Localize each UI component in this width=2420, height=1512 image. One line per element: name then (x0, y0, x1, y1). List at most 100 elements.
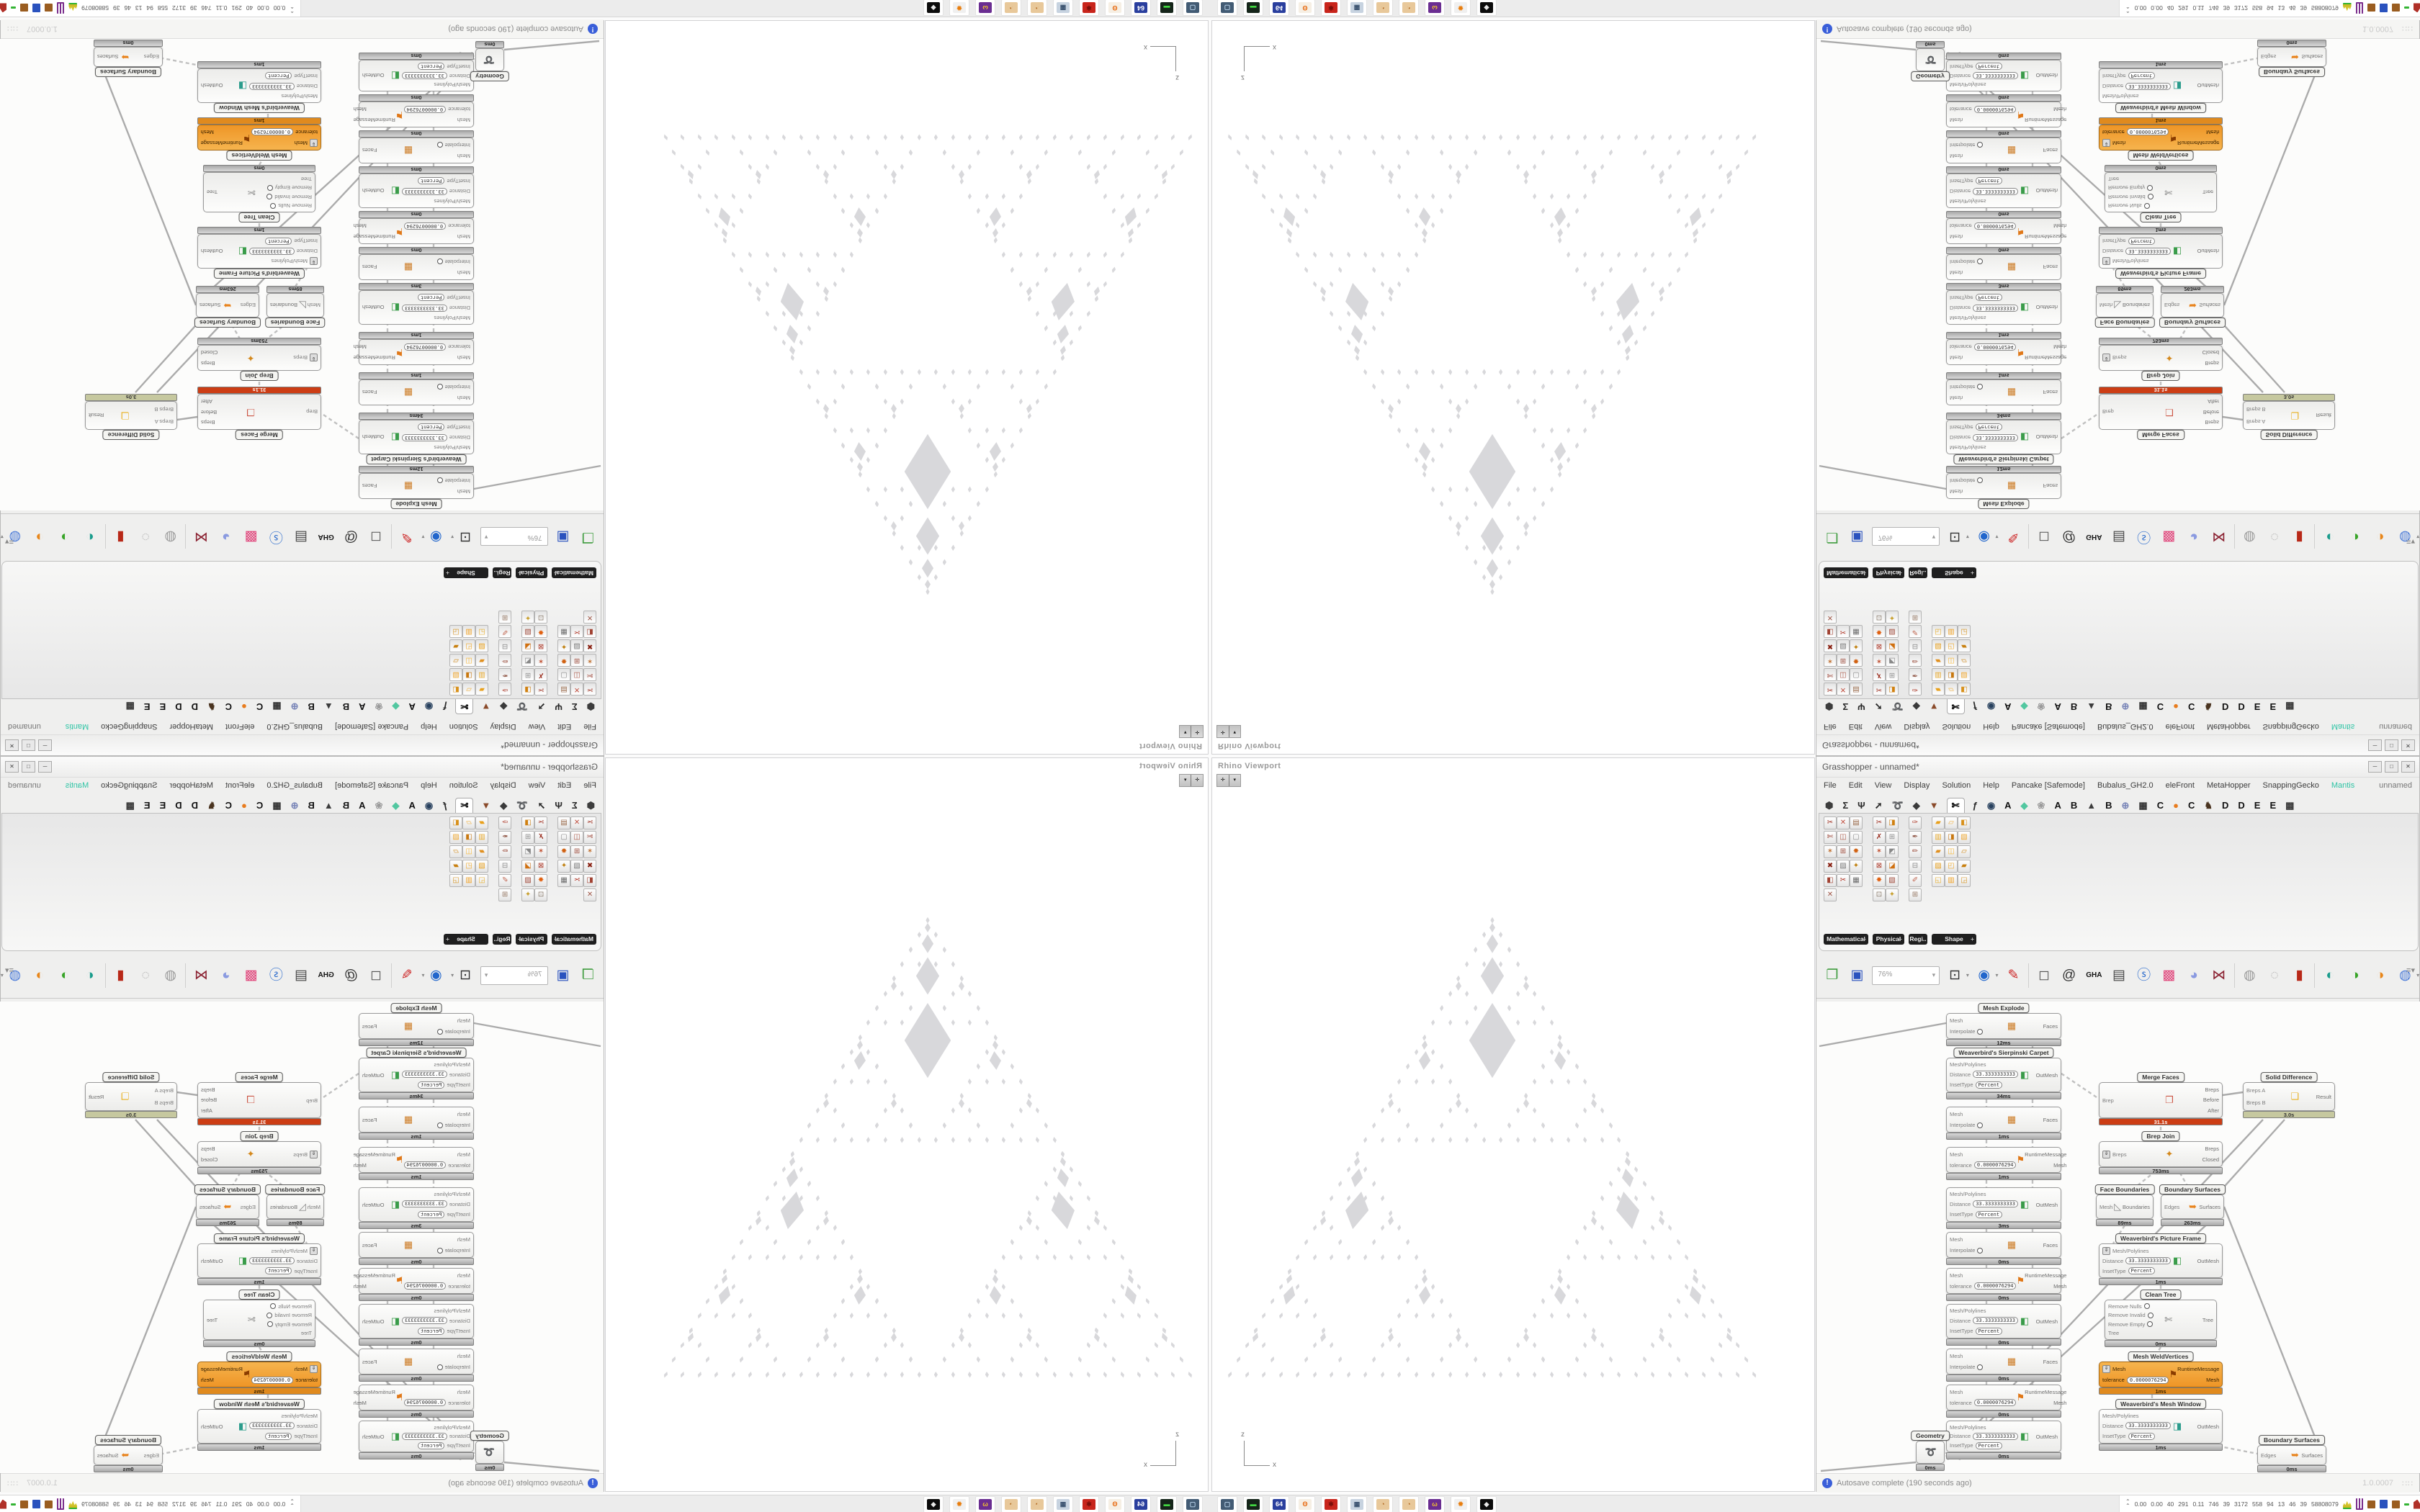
component-body-mesh-weld-1[interactable]: Mesh tolerance 0.0000076294 ⚑ RuntimeMessage… (354, 339, 474, 365)
menu-item-mantis[interactable]: Mantis (65, 781, 89, 790)
output-before[interactable]: Before (2202, 1097, 2219, 1104)
component-body-brep-join[interactable]: ⇓ Breps ✦ Breps Closed (2099, 345, 2223, 371)
category-tab-21[interactable]: ● (2173, 701, 2179, 712)
component-icon-3[interactable]: ▤ (1850, 816, 1863, 829)
open-file-icon[interactable]: ❐ (581, 967, 594, 983)
input-breps-a[interactable]: Breps A (2246, 418, 2288, 425)
zoom-extents-dropdown-arrow[interactable]: ▾ (1966, 972, 1969, 978)
component-body-geometry-param[interactable]: ➰ (1916, 48, 1945, 71)
output-closed[interactable]: Closed (2202, 1156, 2219, 1163)
input-value-box[interactable]: Percent (417, 1441, 445, 1449)
input-value-box[interactable]: 0.0000076294 (2126, 1376, 2169, 1384)
input-distance[interactable]: Distance 33.3333333333 (2102, 1257, 2171, 1265)
sketch-pen-icon[interactable]: ✎ (2007, 967, 2020, 983)
component-solid-difference[interactable]: Breps A Breps B ❏ Result 3.0s (85, 1082, 177, 1120)
component-body-wb-sierpinski-carpet[interactable]: Mesh/Polylines Distance 33.3333333333 Inset… (1946, 1058, 2061, 1092)
component-icon-13[interactable]: ◱ (1932, 625, 1945, 638)
zoom-level-combo[interactable]: 76% (480, 966, 548, 985)
component-icon-2[interactable]: ✒ (498, 831, 511, 844)
output-outmesh[interactable]: OutMesh (201, 1257, 223, 1264)
component-icon-4[interactable]: ⊞ (1886, 668, 1899, 681)
component-icon-13[interactable]: ◱ (1932, 874, 1945, 887)
component-wb-frame-2[interactable]: Mesh/Polylines Distance 33.3333333333 Inset… (359, 165, 474, 208)
component-icon-16[interactable]: ✕ (583, 888, 596, 901)
category-tab-19[interactable]: ▦ (2138, 701, 2148, 712)
component-geometry-param[interactable]: ➰ 0ms (1916, 1441, 1945, 1472)
zoom-extents-icon[interactable]: ⊡ (460, 529, 471, 545)
input-insettype[interactable]: InsetType Percent (1950, 177, 2018, 185)
input-toggle-dot[interactable] (1977, 384, 1984, 390)
component-solid-difference[interactable]: Breps A Breps B ❏ Result 3.0s (2243, 392, 2335, 430)
input-value-box[interactable]: 33.3333333333 (1973, 433, 2018, 441)
output-result[interactable]: Result (89, 412, 104, 419)
input-value-box[interactable]: 0.0000076294 (1973, 105, 2017, 113)
component-body-mesh-weld-2[interactable]: Mesh tolerance 0.0000076294 ⚑ RuntimeMessage… (354, 1268, 474, 1294)
input-distance[interactable]: Distance 33.3333333333 (249, 82, 318, 90)
component-body-mesh-weld-2[interactable]: Mesh tolerance 0.0000076294 ⚑ RuntimeMessage… (354, 218, 474, 244)
output-mesh[interactable]: Mesh (2053, 1283, 2067, 1290)
input-toggle-dot[interactable] (436, 1122, 443, 1128)
output-before[interactable]: Before (201, 408, 218, 415)
component-icon-10[interactable]: ▨ (1932, 860, 1945, 873)
category-tab-17[interactable]: B (2105, 800, 2112, 811)
input-mesh[interactable]: Mesh (415, 269, 470, 276)
grasshopper-titlebar[interactable]: Grasshopper - unnamed* ─ □ ✕ (1816, 734, 2419, 755)
component-icon-15[interactable]: ▦ (1850, 625, 1863, 638)
input-toggle-dot[interactable] (2147, 1312, 2154, 1318)
component-icon-5[interactable]: ◫ (570, 831, 583, 844)
component-body-mesh-explode-2[interactable]: Mesh Interpolate ▦ Faces (359, 379, 474, 405)
gha-badge-icon[interactable]: GHA (318, 533, 334, 541)
input-interpolate[interactable]: Interpolate (415, 1028, 470, 1035)
statusbar-grip[interactable]: ∷∷ (2402, 24, 2414, 33)
component-mesh-explode-2[interactable]: Mesh Interpolate ▦ Faces 1ms (359, 371, 474, 405)
category-tab-2[interactable]: Σ (571, 701, 578, 712)
component-icon-1[interactable]: ✑ (1909, 816, 1922, 829)
component-icon-15[interactable]: ◲ (1958, 874, 1971, 887)
exit-door-icon[interactable]: ◻ (370, 967, 382, 983)
sierpinski-fractal-canvas[interactable] (606, 758, 1208, 1491)
component-icon-12[interactable]: ▰ (1958, 860, 1971, 873)
output-surfaces[interactable]: Surfaces (2199, 1203, 2220, 1210)
input-interpolate[interactable]: Interpolate (1950, 477, 2005, 484)
category-tab-2[interactable]: Σ (1842, 701, 1849, 712)
component-icon-10[interactable]: ▨ (1932, 639, 1945, 652)
component-body-geometry-param[interactable]: ➰ (475, 48, 504, 71)
category-tab-17[interactable]: B (2105, 701, 2112, 712)
input-distance[interactable]: Distance 33.3333333333 (249, 1422, 318, 1430)
minimize-button[interactable]: ─ (2368, 739, 2382, 751)
menu-item-metahopper[interactable]: MetaHopper (2206, 722, 2251, 731)
input-value-box[interactable]: 33.3333333333 (402, 187, 447, 195)
menu-item-elefront[interactable]: eleFront (2165, 781, 2195, 790)
component-body-face-boundaries[interactable]: Mesh ◺ Boundaries (2096, 293, 2154, 318)
component-icon-3[interactable]: ◧ (449, 816, 462, 829)
component-body-wb-frame-3[interactable]: Mesh/Polylines Distance 33.3333333333 Inset… (1946, 1421, 2061, 1452)
component-body-mesh-weldvertices[interactable]: ⇓ Mesh tolerance 0.0000076294 ⚑ RuntimeMessag… (197, 125, 321, 150)
input-breps-b[interactable]: Breps B (132, 1099, 174, 1106)
at-badge-icon[interactable]: @ (2062, 967, 2076, 983)
input-tolerance[interactable]: tolerance 0.0000076294 (1950, 1282, 2017, 1290)
menu-item-elefront[interactable]: eleFront (225, 722, 255, 731)
output-after[interactable]: After (2208, 1107, 2219, 1115)
input-interpolate[interactable]: Interpolate (1950, 1122, 2005, 1128)
component-icon-10[interactable]: ▧ (521, 625, 534, 638)
toolbar-overflow-icon[interactable]: ≡▾ (5, 966, 14, 975)
component-body-solid-difference[interactable]: Breps A Breps B ❏ Result (85, 401, 177, 430)
taskbar-app-blender[interactable]: ✹ (949, 1496, 969, 1512)
output-mesh[interactable]: Mesh (353, 106, 367, 112)
maximize-button[interactable]: □ (2385, 739, 2398, 751)
category-tab-20[interactable]: C (256, 800, 264, 811)
category-tab-5[interactable]: ➰ (516, 800, 529, 811)
component-icon-1[interactable]: ✂ (583, 816, 596, 829)
component-icon-2[interactable]: ◨ (521, 683, 534, 696)
output-faces[interactable]: Faces (362, 1022, 377, 1030)
input-interpolate[interactable]: Interpolate (415, 1122, 470, 1128)
category-tab-2[interactable]: Σ (1842, 800, 1849, 811)
component-icon-5[interactable]: ✐ (498, 874, 511, 887)
component-body-boundary-surfaces-2[interactable]: Edges ➥ Surfaces (2257, 1445, 2326, 1465)
component-icon-1[interactable]: ✂ (1824, 816, 1837, 829)
component-icon-9[interactable]: ✸ (1850, 845, 1863, 858)
taskbar-app-owl-messenger[interactable]: ω (1425, 0, 1445, 16)
cluster-mallow-icon[interactable]: ◍ (164, 529, 177, 545)
component-icon-10[interactable]: ▧ (1886, 625, 1899, 638)
input-value-box[interactable]: Percent (417, 423, 445, 431)
